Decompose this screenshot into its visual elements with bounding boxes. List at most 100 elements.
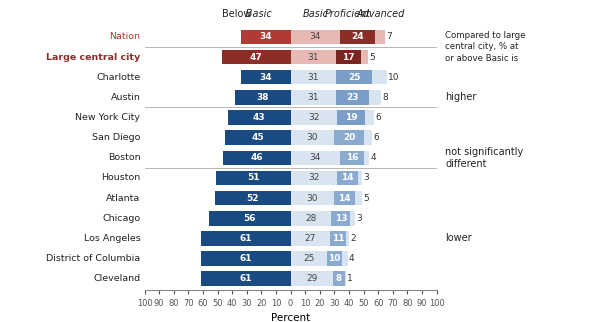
Bar	[209, 211, 291, 225]
Text: 17: 17	[342, 52, 355, 62]
Bar	[358, 171, 362, 185]
Text: Compared to large
central city, % at
or above Basic is: Compared to large central city, % at or …	[445, 31, 526, 63]
Text: 11: 11	[332, 234, 345, 243]
Text: Large central city: Large central city	[46, 52, 140, 62]
Bar	[332, 211, 350, 225]
Bar	[335, 191, 355, 205]
Bar	[241, 70, 291, 84]
Text: 14: 14	[338, 194, 351, 203]
Bar	[222, 50, 291, 64]
Text: 30: 30	[307, 133, 318, 142]
Text: 16: 16	[346, 153, 358, 162]
Text: 45: 45	[251, 133, 264, 142]
Text: 3: 3	[363, 174, 369, 183]
Text: 32: 32	[308, 174, 320, 183]
Bar	[225, 130, 291, 145]
Bar	[202, 231, 291, 246]
Text: 43: 43	[253, 113, 266, 122]
Bar	[235, 90, 291, 105]
Text: 5: 5	[369, 52, 375, 62]
Bar	[336, 70, 372, 84]
Bar	[363, 130, 372, 145]
Text: 27: 27	[304, 234, 316, 243]
Text: San Diego: San Diego	[92, 133, 140, 142]
Text: 14: 14	[341, 174, 354, 183]
Text: 34: 34	[260, 73, 272, 82]
Bar	[291, 191, 335, 205]
Bar	[291, 90, 336, 105]
Bar	[291, 70, 336, 84]
Text: 1: 1	[348, 274, 353, 283]
Text: Basic: Basic	[227, 9, 272, 19]
Text: 31: 31	[307, 52, 319, 62]
Text: 13: 13	[335, 214, 347, 223]
Bar	[346, 231, 349, 246]
Text: 34: 34	[310, 32, 321, 41]
Text: 25: 25	[303, 254, 314, 263]
Text: Los Angeles: Los Angeles	[84, 234, 140, 243]
Bar	[224, 150, 291, 165]
Text: Advanced: Advanced	[357, 9, 405, 19]
Text: 4: 4	[349, 254, 355, 263]
Text: 4: 4	[371, 153, 376, 162]
Bar	[228, 110, 291, 125]
Bar	[291, 231, 330, 246]
Bar	[375, 30, 385, 44]
Bar	[335, 130, 363, 145]
Bar	[355, 191, 362, 205]
Bar	[340, 30, 375, 44]
Text: 61: 61	[240, 234, 253, 243]
Bar	[291, 211, 332, 225]
Bar	[365, 110, 374, 125]
Bar	[291, 110, 337, 125]
Bar	[291, 50, 336, 64]
Bar	[291, 130, 335, 145]
Text: Chicago: Chicago	[102, 214, 140, 223]
Bar	[342, 251, 348, 266]
Text: Nation: Nation	[109, 32, 140, 41]
Text: 25: 25	[348, 73, 360, 82]
Text: 38: 38	[257, 93, 269, 102]
Text: 7: 7	[386, 32, 392, 41]
Text: 51: 51	[247, 174, 260, 183]
Bar	[336, 90, 369, 105]
Text: Charlotte: Charlotte	[96, 73, 140, 82]
Bar	[333, 271, 345, 286]
Text: Basic: Basic	[303, 9, 329, 19]
Text: lower: lower	[445, 233, 472, 243]
Bar	[372, 70, 387, 84]
Text: 61: 61	[240, 274, 253, 283]
Bar	[291, 271, 333, 286]
Bar	[340, 150, 363, 165]
Text: Boston: Boston	[108, 153, 140, 162]
Text: 2: 2	[350, 234, 356, 243]
Text: 24: 24	[352, 32, 364, 41]
Bar	[336, 50, 360, 64]
Text: 52: 52	[247, 194, 259, 203]
Text: higher: higher	[445, 92, 477, 102]
Text: 32: 32	[308, 113, 320, 122]
Text: 34: 34	[260, 32, 272, 41]
Text: 8: 8	[382, 93, 388, 102]
Text: Below: Below	[222, 9, 254, 19]
Bar	[216, 171, 291, 185]
Bar	[327, 251, 342, 266]
Bar	[330, 231, 346, 246]
Text: 19: 19	[345, 113, 358, 122]
Text: 8: 8	[336, 274, 342, 283]
Text: Cleveland: Cleveland	[93, 274, 140, 283]
Text: 3: 3	[356, 214, 362, 223]
Text: Proficient: Proficient	[324, 9, 371, 19]
Bar	[291, 150, 340, 165]
Bar	[202, 251, 291, 266]
Text: Houston: Houston	[101, 174, 140, 183]
Bar	[345, 271, 346, 286]
Text: 10: 10	[388, 73, 399, 82]
Text: 31: 31	[307, 93, 319, 102]
Bar	[350, 211, 355, 225]
Text: 46: 46	[251, 153, 263, 162]
Text: 20: 20	[343, 133, 355, 142]
Text: 31: 31	[307, 73, 319, 82]
Text: 61: 61	[240, 254, 253, 263]
Bar	[291, 30, 340, 44]
